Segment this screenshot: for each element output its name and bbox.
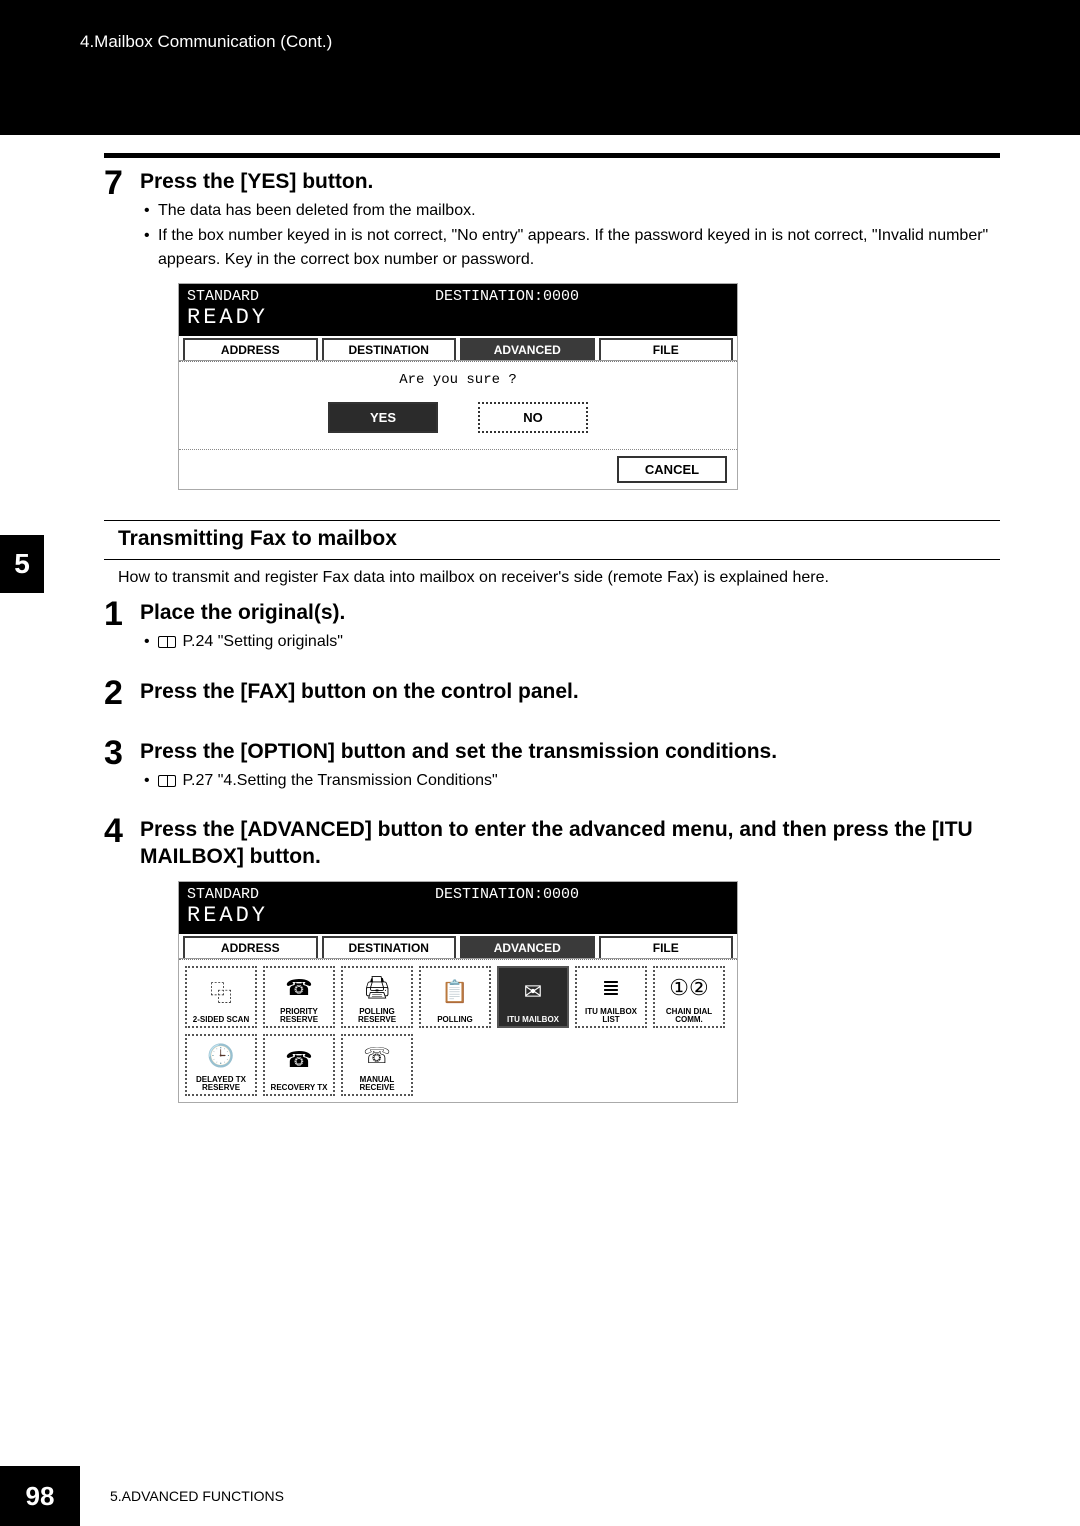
- bullet: The data has been deleted from the mailb…: [140, 199, 1000, 222]
- page-footer: 98 5.ADVANCED FUNCTIONS: [0, 1466, 1080, 1526]
- screenshot-confirm: STANDARD DESTINATION:0000 READY ADDRESS …: [178, 283, 738, 490]
- icon-label: ITU MAILBOX: [507, 1016, 559, 1024]
- ss-standard: STANDARD: [187, 886, 259, 903]
- icon-label: RECOVERY TX: [271, 1084, 328, 1092]
- icon-label: DELAYED TX RESERVE: [187, 1076, 255, 1092]
- icon-label: POLLING: [437, 1016, 473, 1024]
- yes-button[interactable]: YES: [328, 402, 438, 433]
- icon-grid: ⿻2-SIDED SCAN☎PRIORITY RESERVE🖨POLLING R…: [179, 959, 737, 1102]
- icon-polling-reserve[interactable]: 🖨POLLING RESERVE: [341, 966, 413, 1028]
- ss-standard: STANDARD: [187, 288, 259, 305]
- ss-tabs: ADDRESS DESTINATION ADVANCED FILE: [179, 336, 737, 361]
- step-title: Place the original(s).: [140, 599, 1000, 626]
- ss-destination: DESTINATION:0000: [435, 886, 579, 903]
- tab-file[interactable]: FILE: [599, 338, 734, 360]
- icon-label: POLLING RESERVE: [343, 1008, 411, 1024]
- subheading: Transmitting Fax to mailbox: [104, 527, 1000, 555]
- page-content: 7 Press the [YES] button. The data has b…: [0, 153, 1080, 1103]
- step-title: Press the [OPTION] button and set the tr…: [140, 738, 1000, 765]
- book-icon: [158, 775, 176, 787]
- tab-advanced[interactable]: ADVANCED: [460, 338, 595, 360]
- step-7: 7 Press the [YES] button. The data has b…: [104, 168, 1000, 273]
- icon-manual-receive[interactable]: ☏MANUAL RECEIVE: [341, 1034, 413, 1096]
- step-number: 3: [104, 736, 136, 770]
- icon-delayed-tx-reserve[interactable]: 🕒DELAYED TX RESERVE: [185, 1034, 257, 1096]
- ss-cancel-row: CANCEL: [179, 449, 737, 489]
- icon-label: PRIORITY RESERVE: [265, 1008, 333, 1024]
- icon-glyph: ⿻: [210, 968, 232, 1016]
- rule-top: [104, 153, 1000, 158]
- ss-body: Are you sure ? YES NO: [179, 361, 737, 449]
- icon-label: 2-SIDED SCAN: [193, 1016, 249, 1024]
- icon-chain-dial-comm-[interactable]: ①②CHAIN DIAL COMM.: [653, 966, 725, 1028]
- page-number: 98: [0, 1466, 80, 1526]
- ss-header: STANDARD DESTINATION:0000 READY: [179, 882, 737, 934]
- icon-priority-reserve[interactable]: ☎PRIORITY RESERVE: [263, 966, 335, 1028]
- book-icon: [158, 636, 176, 648]
- tab-advanced[interactable]: ADVANCED: [460, 936, 595, 958]
- footer-text: 5.ADVANCED FUNCTIONS: [80, 1488, 284, 1504]
- icon-2-sided-scan[interactable]: ⿻2-SIDED SCAN: [185, 966, 257, 1028]
- bullet: If the box number keyed in is not correc…: [140, 224, 1000, 270]
- step-number: 4: [104, 814, 136, 848]
- icon-glyph: ☎: [285, 968, 312, 1008]
- no-button[interactable]: NO: [478, 402, 588, 433]
- icon-glyph: 📋: [441, 968, 468, 1016]
- subheading-block: Transmitting Fax to mailbox: [104, 520, 1000, 560]
- ss-destination: DESTINATION:0000: [435, 288, 579, 305]
- icon-polling[interactable]: 📋POLLING: [419, 966, 491, 1028]
- screenshot-advanced: STANDARD DESTINATION:0000 READY ADDRESS …: [178, 881, 738, 1103]
- icon-glyph: ①②: [669, 968, 708, 1008]
- icon-itu-mailbox[interactable]: ✉ITU MAILBOX: [497, 966, 569, 1028]
- step-number: 2: [104, 676, 136, 710]
- tab-address[interactable]: ADDRESS: [183, 338, 318, 360]
- step-number: 1: [104, 597, 136, 631]
- icon-glyph: 🖨: [363, 968, 391, 1008]
- icon-glyph: 🕒: [207, 1036, 234, 1076]
- breadcrumb: 4.Mailbox Communication (Cont.): [80, 32, 332, 51]
- step-title: Press the [FAX] button on the control pa…: [140, 678, 1000, 705]
- icon-glyph: ☏: [363, 1036, 391, 1076]
- step-4: 4 Press the [ADVANCED] button to enter t…: [104, 816, 1000, 871]
- icon-glyph: ≣: [602, 968, 620, 1008]
- step-3: 3 Press the [OPTION] button and set the …: [104, 738, 1000, 794]
- step-2: 2 Press the [FAX] button on the control …: [104, 678, 1000, 710]
- tab-address[interactable]: ADDRESS: [183, 936, 318, 958]
- tab-destination[interactable]: DESTINATION: [322, 338, 457, 360]
- tab-file[interactable]: FILE: [599, 936, 734, 958]
- step-bullets: The data has been deleted from the mailb…: [140, 199, 1000, 271]
- icon-glyph: ✉: [524, 968, 542, 1016]
- chapter-tab: 5: [0, 535, 44, 593]
- ss-header: STANDARD DESTINATION:0000 READY: [179, 284, 737, 336]
- step-title: Press the [ADVANCED] button to enter the…: [140, 816, 1000, 871]
- tab-destination[interactable]: DESTINATION: [322, 936, 457, 958]
- cancel-button[interactable]: CANCEL: [617, 456, 727, 483]
- ss-tabs: ADDRESS DESTINATION ADVANCED FILE: [179, 934, 737, 959]
- ss-prompt: Are you sure ?: [189, 372, 727, 388]
- bullet: P.24 "Setting originals": [140, 630, 1000, 653]
- step-title: Press the [YES] button.: [140, 168, 1000, 195]
- page-header: 4.Mailbox Communication (Cont.): [0, 0, 1080, 135]
- icon-itu-mailbox-list[interactable]: ≣ITU MAILBOX LIST: [575, 966, 647, 1028]
- icon-label: ITU MAILBOX LIST: [577, 1008, 645, 1024]
- icon-label: MANUAL RECEIVE: [343, 1076, 411, 1092]
- icon-recovery-tx[interactable]: ☎RECOVERY TX: [263, 1034, 335, 1096]
- intro-text: How to transmit and register Fax data in…: [118, 566, 1000, 589]
- step-1: 1 Place the original(s). P.24 "Setting o…: [104, 599, 1000, 655]
- bullet: P.27 "4.Setting the Transmission Conditi…: [140, 769, 1000, 792]
- icon-glyph: ☎: [285, 1036, 312, 1084]
- step-number: 7: [104, 166, 136, 200]
- ss-ready: READY: [187, 305, 729, 330]
- ss-ready: READY: [187, 903, 729, 928]
- icon-label: CHAIN DIAL COMM.: [655, 1008, 723, 1024]
